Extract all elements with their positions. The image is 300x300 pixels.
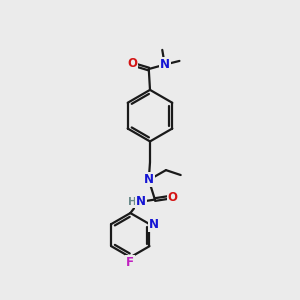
Text: N: N <box>144 173 154 186</box>
Text: F: F <box>126 256 134 268</box>
Text: N: N <box>160 58 170 71</box>
Text: O: O <box>168 190 178 204</box>
Text: H: H <box>128 197 136 207</box>
Text: N: N <box>136 195 146 208</box>
Text: N: N <box>149 218 159 231</box>
Text: O: O <box>127 57 137 70</box>
